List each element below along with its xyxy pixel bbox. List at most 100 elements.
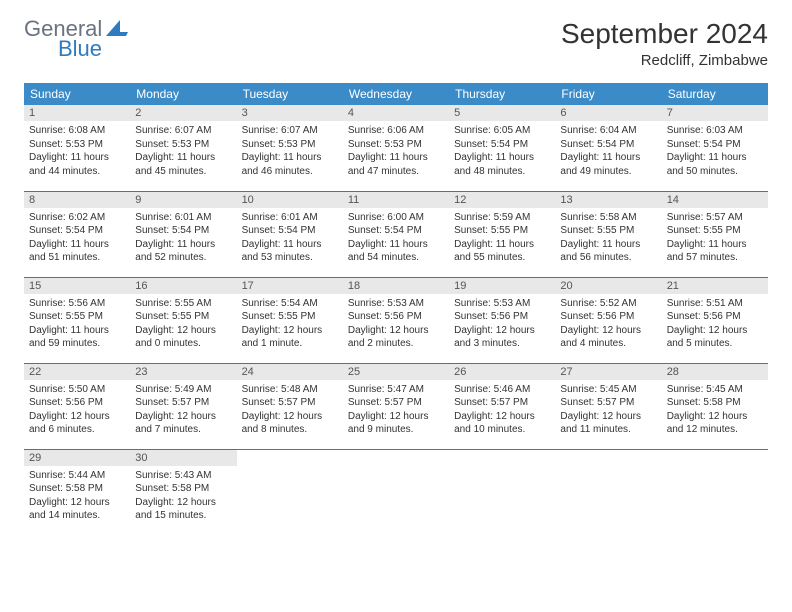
day-cell: 26Sunrise: 5:46 AMSunset: 5:57 PMDayligh… (449, 363, 555, 449)
day-header: Thursday (449, 83, 555, 105)
day-number: 27 (555, 364, 661, 380)
day-content: Sunrise: 6:06 AMSunset: 5:53 PMDaylight:… (343, 121, 449, 182)
title-block: September 2024 Redcliff, Zimbabwe (561, 18, 768, 69)
week-row: 8Sunrise: 6:02 AMSunset: 5:54 PMDaylight… (24, 191, 768, 277)
day-header: Friday (555, 83, 661, 105)
day-number: 23 (130, 364, 236, 380)
day-cell: 12Sunrise: 5:59 AMSunset: 5:55 PMDayligh… (449, 191, 555, 277)
header: General Blue September 2024 Redcliff, Zi… (24, 18, 768, 69)
day-content: Sunrise: 5:45 AMSunset: 5:57 PMDaylight:… (555, 380, 661, 441)
day-header: Sunday (24, 83, 130, 105)
day-content: Sunrise: 5:46 AMSunset: 5:57 PMDaylight:… (449, 380, 555, 441)
day-cell (449, 449, 555, 535)
day-cell (555, 449, 661, 535)
day-number: 21 (662, 278, 768, 294)
day-cell: 25Sunrise: 5:47 AMSunset: 5:57 PMDayligh… (343, 363, 449, 449)
day-cell: 2Sunrise: 6:07 AMSunset: 5:53 PMDaylight… (130, 105, 236, 191)
day-cell: 21Sunrise: 5:51 AMSunset: 5:56 PMDayligh… (662, 277, 768, 363)
day-number: 3 (237, 105, 343, 121)
day-cell: 28Sunrise: 5:45 AMSunset: 5:58 PMDayligh… (662, 363, 768, 449)
week-row: 29Sunrise: 5:44 AMSunset: 5:58 PMDayligh… (24, 449, 768, 535)
day-content: Sunrise: 6:01 AMSunset: 5:54 PMDaylight:… (130, 208, 236, 269)
day-number: 1 (24, 105, 130, 121)
day-number: 24 (237, 364, 343, 380)
day-cell: 9Sunrise: 6:01 AMSunset: 5:54 PMDaylight… (130, 191, 236, 277)
day-cell: 1Sunrise: 6:08 AMSunset: 5:53 PMDaylight… (24, 105, 130, 191)
day-cell: 17Sunrise: 5:54 AMSunset: 5:55 PMDayligh… (237, 277, 343, 363)
day-number: 25 (343, 364, 449, 380)
day-cell: 16Sunrise: 5:55 AMSunset: 5:55 PMDayligh… (130, 277, 236, 363)
day-number: 10 (237, 192, 343, 208)
calendar-body: 1Sunrise: 6:08 AMSunset: 5:53 PMDaylight… (24, 105, 768, 535)
day-cell: 18Sunrise: 5:53 AMSunset: 5:56 PMDayligh… (343, 277, 449, 363)
day-number: 30 (130, 450, 236, 466)
day-content: Sunrise: 5:50 AMSunset: 5:56 PMDaylight:… (24, 380, 130, 441)
day-content: Sunrise: 5:51 AMSunset: 5:56 PMDaylight:… (662, 294, 768, 355)
logo-word-2: Blue (58, 38, 128, 60)
day-number: 18 (343, 278, 449, 294)
day-content: Sunrise: 5:45 AMSunset: 5:58 PMDaylight:… (662, 380, 768, 441)
day-number: 7 (662, 105, 768, 121)
day-content: Sunrise: 6:07 AMSunset: 5:53 PMDaylight:… (237, 121, 343, 182)
day-content: Sunrise: 5:43 AMSunset: 5:58 PMDaylight:… (130, 466, 236, 527)
day-content: Sunrise: 5:49 AMSunset: 5:57 PMDaylight:… (130, 380, 236, 441)
sail-icon (106, 20, 128, 36)
day-cell: 7Sunrise: 6:03 AMSunset: 5:54 PMDaylight… (662, 105, 768, 191)
day-header: Monday (130, 83, 236, 105)
day-content: Sunrise: 6:01 AMSunset: 5:54 PMDaylight:… (237, 208, 343, 269)
day-cell: 20Sunrise: 5:52 AMSunset: 5:56 PMDayligh… (555, 277, 661, 363)
day-cell (662, 449, 768, 535)
day-number: 15 (24, 278, 130, 294)
week-row: 22Sunrise: 5:50 AMSunset: 5:56 PMDayligh… (24, 363, 768, 449)
day-number: 19 (449, 278, 555, 294)
logo: General Blue (24, 18, 128, 60)
day-header: Wednesday (343, 83, 449, 105)
day-number: 13 (555, 192, 661, 208)
day-number: 5 (449, 105, 555, 121)
day-number: 17 (237, 278, 343, 294)
day-number: 22 (24, 364, 130, 380)
day-content: Sunrise: 5:57 AMSunset: 5:55 PMDaylight:… (662, 208, 768, 269)
day-content: Sunrise: 5:58 AMSunset: 5:55 PMDaylight:… (555, 208, 661, 269)
day-number: 29 (24, 450, 130, 466)
day-header: Saturday (662, 83, 768, 105)
day-number: 9 (130, 192, 236, 208)
day-header-row: SundayMondayTuesdayWednesdayThursdayFrid… (24, 83, 768, 105)
day-number: 2 (130, 105, 236, 121)
day-number: 26 (449, 364, 555, 380)
day-cell: 6Sunrise: 6:04 AMSunset: 5:54 PMDaylight… (555, 105, 661, 191)
day-cell: 23Sunrise: 5:49 AMSunset: 5:57 PMDayligh… (130, 363, 236, 449)
day-content: Sunrise: 6:02 AMSunset: 5:54 PMDaylight:… (24, 208, 130, 269)
day-cell: 27Sunrise: 5:45 AMSunset: 5:57 PMDayligh… (555, 363, 661, 449)
day-content: Sunrise: 6:07 AMSunset: 5:53 PMDaylight:… (130, 121, 236, 182)
day-number: 12 (449, 192, 555, 208)
day-cell: 11Sunrise: 6:00 AMSunset: 5:54 PMDayligh… (343, 191, 449, 277)
day-cell: 30Sunrise: 5:43 AMSunset: 5:58 PMDayligh… (130, 449, 236, 535)
day-cell (343, 449, 449, 535)
day-content: Sunrise: 5:48 AMSunset: 5:57 PMDaylight:… (237, 380, 343, 441)
day-cell (237, 449, 343, 535)
day-number: 11 (343, 192, 449, 208)
day-cell: 8Sunrise: 6:02 AMSunset: 5:54 PMDaylight… (24, 191, 130, 277)
day-content: Sunrise: 5:47 AMSunset: 5:57 PMDaylight:… (343, 380, 449, 441)
page-title: September 2024 (561, 18, 768, 50)
day-cell: 13Sunrise: 5:58 AMSunset: 5:55 PMDayligh… (555, 191, 661, 277)
day-cell: 29Sunrise: 5:44 AMSunset: 5:58 PMDayligh… (24, 449, 130, 535)
day-content: Sunrise: 5:54 AMSunset: 5:55 PMDaylight:… (237, 294, 343, 355)
day-content: Sunrise: 5:55 AMSunset: 5:55 PMDaylight:… (130, 294, 236, 355)
day-number: 16 (130, 278, 236, 294)
day-content: Sunrise: 5:53 AMSunset: 5:56 PMDaylight:… (449, 294, 555, 355)
day-cell: 3Sunrise: 6:07 AMSunset: 5:53 PMDaylight… (237, 105, 343, 191)
day-cell: 4Sunrise: 6:06 AMSunset: 5:53 PMDaylight… (343, 105, 449, 191)
day-number: 14 (662, 192, 768, 208)
day-content: Sunrise: 5:53 AMSunset: 5:56 PMDaylight:… (343, 294, 449, 355)
logo-text: General Blue (24, 18, 128, 60)
day-number: 4 (343, 105, 449, 121)
day-header: Tuesday (237, 83, 343, 105)
day-content: Sunrise: 6:08 AMSunset: 5:53 PMDaylight:… (24, 121, 130, 182)
day-content: Sunrise: 5:44 AMSunset: 5:58 PMDaylight:… (24, 466, 130, 527)
day-number: 8 (24, 192, 130, 208)
day-content: Sunrise: 6:05 AMSunset: 5:54 PMDaylight:… (449, 121, 555, 182)
week-row: 1Sunrise: 6:08 AMSunset: 5:53 PMDaylight… (24, 105, 768, 191)
day-content: Sunrise: 6:03 AMSunset: 5:54 PMDaylight:… (662, 121, 768, 182)
